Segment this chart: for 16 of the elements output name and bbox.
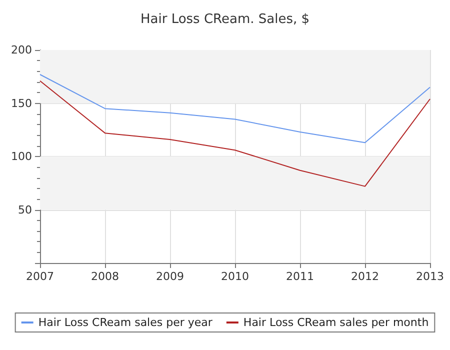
x-tick-label: 2011 (286, 270, 314, 283)
x-tick-label: 2008 (91, 270, 119, 283)
x-tick-label: 2007 (26, 270, 54, 283)
y-tick-label: 150 (11, 96, 32, 110)
legend-label: Hair Loss CReam sales per month (243, 316, 429, 329)
x-tick-label: 2012 (351, 270, 379, 283)
line-series (40, 80, 430, 187)
x-tick-label: 2009 (156, 270, 184, 283)
legend-label: Hair Loss CReam sales per year (38, 316, 213, 329)
chart-title: Hair Loss CReam. Sales, $ (140, 12, 310, 27)
y-tick-label: 50 (18, 203, 32, 216)
y-tick-label: 100 (11, 150, 32, 163)
y-tick-label: 200 (11, 44, 32, 56)
x-tick-label: 2010 (221, 270, 249, 283)
x-tick-label: 2013 (416, 270, 444, 283)
line-series (40, 74, 430, 144)
